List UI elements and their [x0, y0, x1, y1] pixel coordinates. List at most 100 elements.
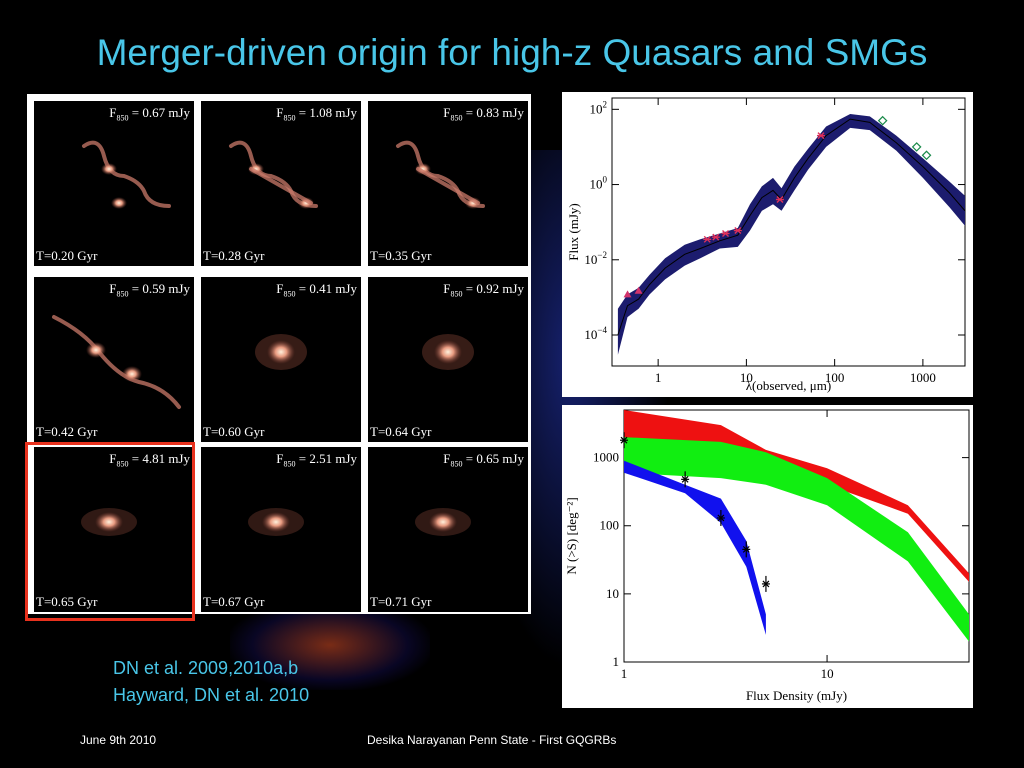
flux-subscript: 850 [450, 113, 463, 123]
flux-subscript: 850 [283, 289, 296, 299]
observed-point-star [721, 229, 730, 237]
observed-point-triangle [623, 290, 632, 298]
footer-center: Desika Narayanan Penn State - First GQGR… [367, 733, 617, 747]
y-tick-label: 1 [613, 654, 620, 669]
reference-2: Hayward, DN et al. 2010 [113, 685, 310, 705]
simulation-panel: F850 = 0.92 mJy T=0.64 Gyr [368, 277, 528, 442]
simulation-panel: F850 = 0.65 mJy T=0.71 Gyr [368, 447, 528, 612]
flux-value: = 0.92 mJy [462, 281, 524, 296]
flux-subscript: 850 [283, 113, 296, 123]
flux-value: = 0.83 mJy [462, 105, 524, 120]
highlight-box [25, 442, 195, 621]
x-axis-label: λ(observed, μm) [746, 378, 831, 393]
sed-model-line [617, 118, 965, 336]
panel-flux-label: F850 = 0.83 mJy [443, 105, 524, 123]
simulation-panel-grid: F850 = 0.67 mJy T=0.20 Gyr F850 = 1.08 mJy… [27, 94, 531, 614]
count-band-green [624, 437, 969, 642]
flux-value: = 0.65 mJy [462, 451, 524, 466]
flux-value: = 2.51 mJy [295, 451, 357, 466]
observed-point-star [703, 235, 712, 243]
panel-time-label: T=0.71 Gyr [370, 594, 432, 609]
flux-symbol: F [276, 105, 284, 120]
simulation-panel: F850 = 4.81 mJy T=0.65 Gyr [34, 447, 194, 612]
x-tick-label: 1 [655, 370, 662, 385]
panel-flux-label: F850 = 1.08 mJy [276, 105, 357, 123]
observed-point-diamond [911, 142, 922, 152]
flux-symbol: F [443, 451, 451, 466]
x-tick-label: 10 [740, 370, 753, 385]
panel-flux-label: F850 = 0.65 mJy [443, 451, 524, 469]
panel-time-label: T=0.20 Gyr [36, 248, 98, 263]
panel-time-label: T=0.42 Gyr [36, 424, 98, 439]
flux-subscript: 850 [116, 289, 129, 299]
reference-1: DN et al. 2009,2010a,b [113, 658, 299, 678]
panel-time-label: T=0.64 Gyr [370, 424, 432, 439]
slide-title: Merger-driven origin for high-z Quasars … [96, 32, 928, 73]
flux-symbol: F [109, 281, 117, 296]
y-axis-label: Flux (mJy) [566, 203, 581, 260]
observed-point-triangle [634, 286, 643, 294]
simulation-panel: F850 = 0.41 mJy T=0.60 Gyr [201, 277, 361, 442]
simulation-panel: F850 = 2.51 mJy T=0.67 Gyr [201, 447, 361, 612]
galaxy-image [396, 140, 485, 209]
flux-subscript: 850 [283, 459, 296, 469]
flux-subscript: 850 [450, 459, 463, 469]
footer-date: June 9th 2010 [80, 733, 157, 747]
observed-count-point [761, 575, 770, 592]
observed-count-point [620, 432, 628, 449]
flux-value: = 0.67 mJy [128, 105, 190, 120]
plot-frame [611, 97, 966, 367]
y-tick-label: 1000 [593, 450, 619, 465]
y-axis-label: N (>S) [deg⁻²] [564, 497, 579, 574]
observed-point-star [775, 196, 784, 204]
observed-count-point [681, 471, 690, 488]
panel-flux-label: F850 = 0.41 mJy [276, 281, 357, 299]
galaxy-image [52, 315, 181, 409]
x-tick-label: 1 [621, 666, 628, 681]
galaxy-image [422, 334, 474, 370]
y-tick-label: 100 [590, 175, 608, 192]
x-tick-label: 100 [825, 370, 845, 385]
x-tick-label: 10 [821, 666, 834, 681]
panel-flux-label: F850 = 0.92 mJy [443, 281, 524, 299]
panel-flux-label: F850 = 2.51 mJy [276, 451, 357, 469]
x-tick-label: 1000 [910, 370, 936, 385]
flux-symbol: F [109, 451, 117, 466]
sed-chart: 1 10 100 1000 10−4 10−2 100 102 λ(observed, μm) F… [562, 92, 973, 397]
sed-model-band [617, 114, 965, 355]
galaxy-image [255, 334, 307, 370]
count-band-blue [624, 460, 766, 635]
galaxy-image [229, 140, 318, 209]
observed-point-star [711, 233, 720, 241]
panel-time-label: T=0.65 Gyr [36, 594, 98, 609]
flux-symbol: F [443, 281, 451, 296]
observed-count-point [742, 541, 751, 558]
y-tick-label: 10−4 [584, 325, 607, 342]
panel-flux-label: F850 = 0.67 mJy [109, 105, 190, 123]
simulation-panel: F850 = 0.59 mJy T=0.42 Gyr [34, 277, 194, 442]
panel-time-label: T=0.60 Gyr [203, 424, 265, 439]
simulation-panel: F850 = 0.83 mJy T=0.35 Gyr [368, 101, 528, 266]
flux-subscript: 850 [116, 459, 129, 469]
panel-time-label: T=0.35 Gyr [370, 248, 432, 263]
galaxy-image [82, 140, 171, 209]
panel-flux-label: F850 = 4.81 mJy [109, 451, 190, 469]
number-counts-chart: 1 10 1 10 100 1000 Flux Density (mJy) N (>S) [d… [562, 405, 973, 708]
flux-subscript: 850 [116, 113, 129, 123]
flux-value: = 1.08 mJy [295, 105, 357, 120]
y-tick-label: 102 [590, 99, 608, 116]
observed-point-diamond [877, 115, 888, 126]
panel-time-label: T=0.28 Gyr [203, 248, 265, 263]
galaxy-image [248, 508, 304, 536]
observed-point-star [816, 132, 825, 140]
y-tick-label: 10 [606, 586, 619, 601]
y-tick-label: 100 [600, 518, 620, 533]
flux-value: = 4.81 mJy [128, 451, 190, 466]
simulation-panel: F850 = 0.67 mJy T=0.20 Gyr [34, 101, 194, 266]
flux-value: = 0.59 mJy [128, 281, 190, 296]
count-band-red [624, 410, 969, 582]
galaxy-image [81, 508, 137, 536]
flux-subscript: 850 [450, 289, 463, 299]
flux-symbol: F [276, 281, 284, 296]
observed-point-star [733, 227, 742, 235]
